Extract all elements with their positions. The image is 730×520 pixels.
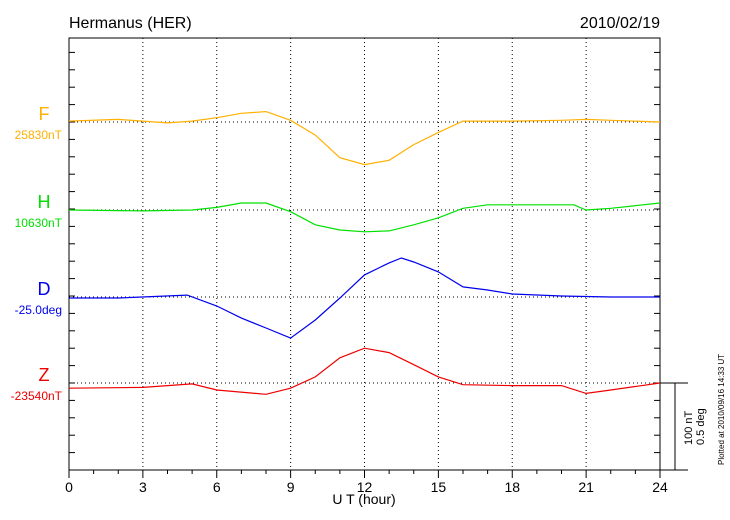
date-title: 2010/02/19 [580, 15, 660, 32]
x-axis-label: U T (hour) [332, 491, 395, 507]
series-baseline-D: -25.0deg [15, 303, 62, 317]
x-tick-label: 6 [213, 479, 221, 495]
series-baseline-H: 10630nT [15, 216, 63, 230]
x-tick-label: 3 [139, 479, 147, 495]
series-name-F: F [39, 104, 50, 124]
series-baseline-Z: -23540nT [11, 389, 63, 403]
scale-bar: 100 nT 0.5 deg [660, 382, 707, 471]
series-name-Z: Z [39, 365, 50, 385]
grid [69, 38, 660, 470]
x-tick-label: 9 [287, 479, 295, 495]
series-line-F [68, 110, 661, 166]
scale-bar-nt: 100 nT [683, 410, 695, 445]
axis-ticks [68, 51, 661, 478]
series-name-D: D [38, 279, 51, 299]
station-title: Hermanus (HER) [69, 15, 192, 32]
x-tick-label: 12 [357, 479, 373, 495]
plotted-note: Plotted at 2010/09/16 14:33 UT [717, 354, 726, 465]
x-tick-label: 0 [65, 479, 73, 495]
x-tick-label: 18 [504, 479, 520, 495]
series-name-H: H [38, 192, 51, 212]
series-baseline-F: 25830nT [15, 128, 63, 142]
scale-bar-deg: 0.5 deg [695, 408, 707, 445]
x-tick-label: 21 [578, 479, 594, 495]
series-group [68, 110, 661, 395]
x-tick-labels: 0 3 6 9 12 15 18 21 24 [65, 479, 668, 495]
series-line-D [69, 257, 660, 339]
series-line-H [68, 202, 661, 233]
series-line-Z [68, 347, 661, 395]
x-tick-label: 24 [652, 479, 668, 495]
series-labels: F 25830nT H 10630nT D -25.0deg Z -23540nT [11, 104, 63, 403]
x-tick-label: 15 [431, 479, 447, 495]
